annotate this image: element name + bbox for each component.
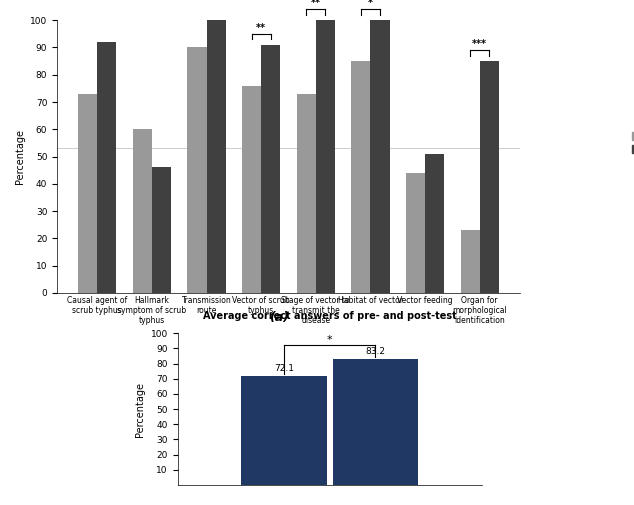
Bar xyxy=(406,173,425,293)
Bar xyxy=(242,376,327,485)
Text: Average correct answers of pre- and post-test: Average correct answers of pre- and post… xyxy=(203,311,456,321)
Text: ***: *** xyxy=(472,39,487,49)
Bar xyxy=(370,20,389,293)
Bar xyxy=(152,168,171,293)
Text: *: * xyxy=(327,335,332,344)
Bar xyxy=(425,154,444,293)
Text: (a): (a) xyxy=(269,311,289,324)
Y-axis label: Percentage: Percentage xyxy=(15,129,25,184)
Text: 83.2: 83.2 xyxy=(365,347,385,357)
Bar xyxy=(351,61,370,293)
Bar xyxy=(188,47,207,293)
Text: *: * xyxy=(368,0,373,9)
Bar xyxy=(333,359,418,485)
Bar xyxy=(133,129,152,293)
Text: 72.1: 72.1 xyxy=(274,364,294,373)
Bar xyxy=(297,94,316,293)
Bar xyxy=(460,230,480,293)
Text: **: ** xyxy=(256,23,266,33)
Bar xyxy=(480,61,499,293)
Bar xyxy=(316,20,335,293)
Bar xyxy=(97,42,117,293)
Bar xyxy=(207,20,226,293)
Y-axis label: Percentage: Percentage xyxy=(135,382,145,436)
Bar xyxy=(261,45,280,293)
Bar xyxy=(242,86,261,293)
Bar xyxy=(78,94,97,293)
Legend: Pre-test, Post-test: Pre-test, Post-test xyxy=(628,128,634,158)
Text: **: ** xyxy=(311,0,321,9)
